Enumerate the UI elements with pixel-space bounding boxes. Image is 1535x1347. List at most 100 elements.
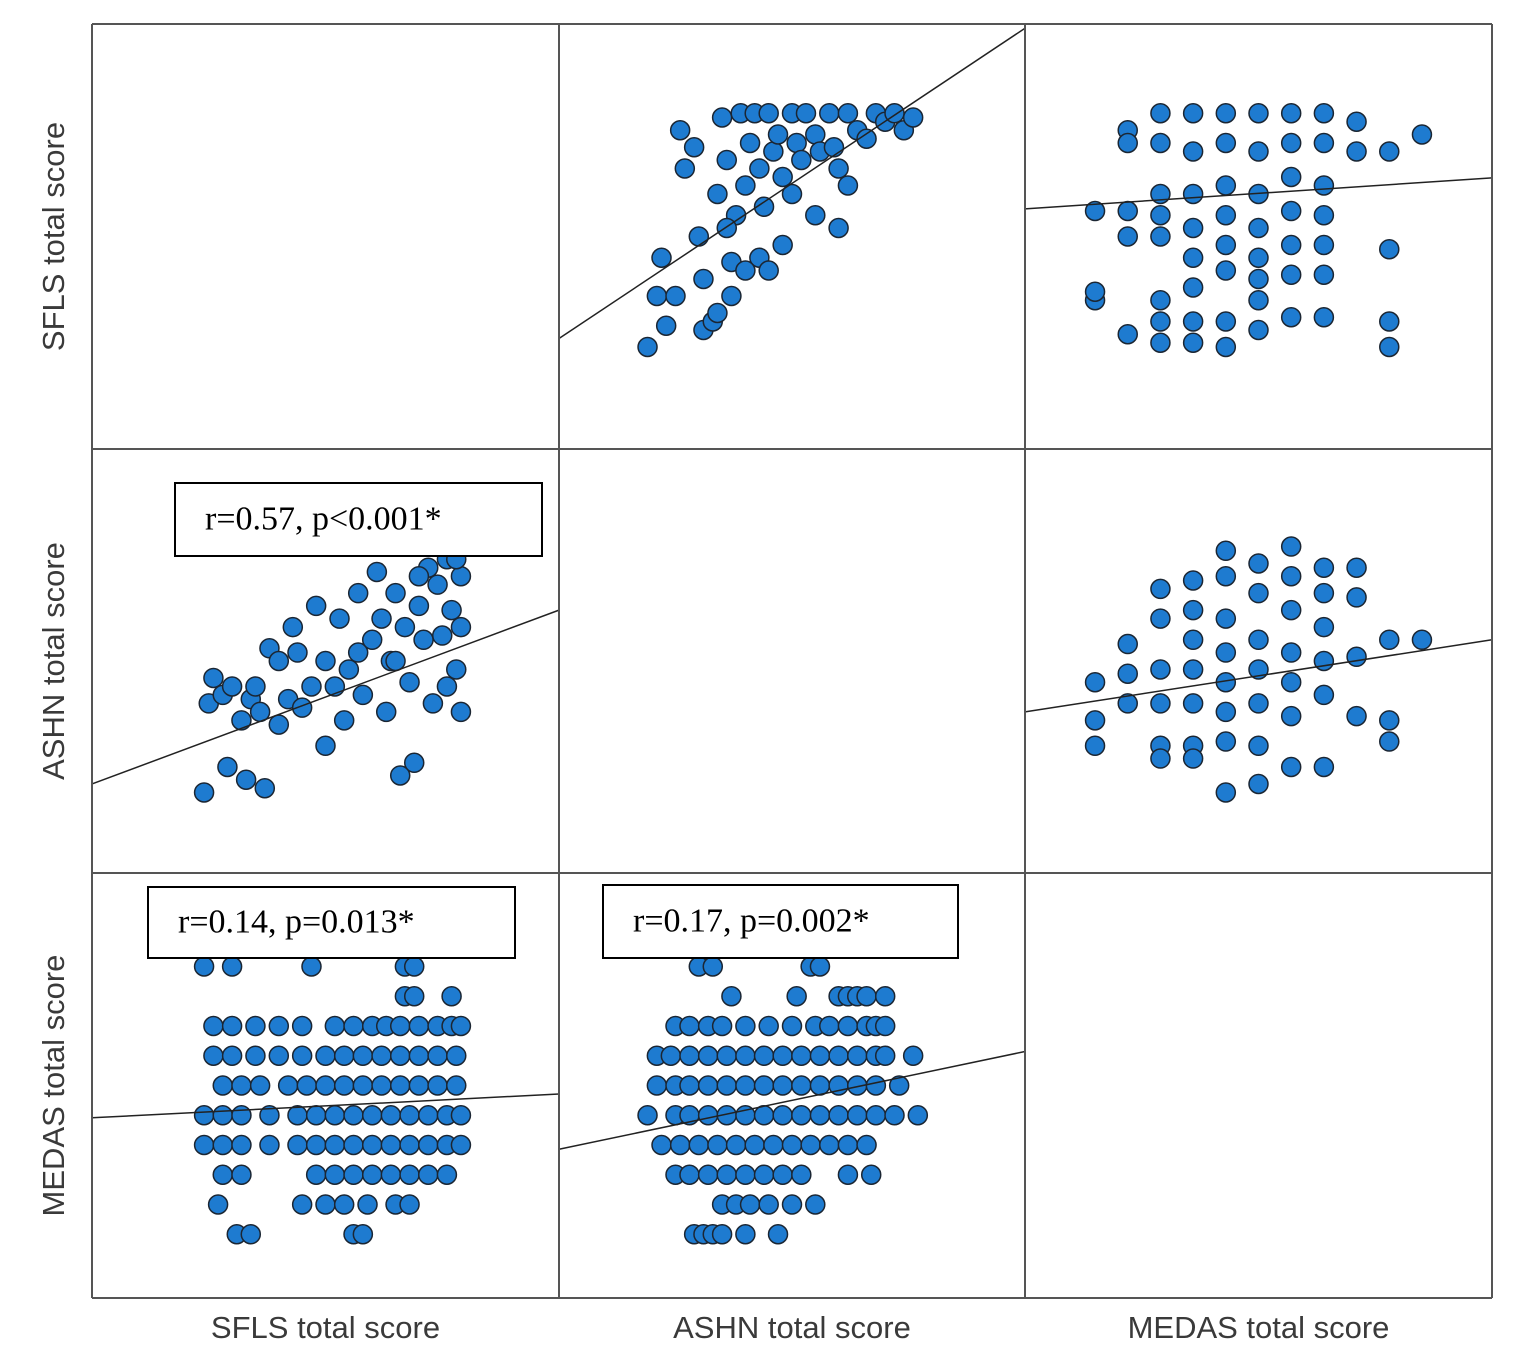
point [277,1075,299,1096]
point [688,1134,710,1156]
point [1248,268,1269,290]
point [874,1015,896,1037]
point [781,1015,803,1037]
fit-line [558,1050,1026,1150]
point [446,659,467,680]
point [791,1164,812,1185]
point [417,1105,439,1126]
point [282,616,304,638]
point [268,1045,290,1066]
point [361,1134,383,1156]
point [268,714,290,735]
point [805,1194,826,1215]
point [856,986,877,1007]
point [651,1134,672,1156]
point [408,1045,430,1066]
point [417,1134,439,1156]
point [446,1075,467,1096]
point [291,1045,313,1066]
point [1117,226,1138,247]
point [380,1134,402,1156]
point [1215,234,1237,256]
point [1117,693,1138,714]
point [758,1194,779,1215]
point [1084,281,1106,302]
point [1215,311,1237,332]
point [203,1045,224,1066]
point [221,1015,243,1037]
point [1215,565,1237,587]
point [1182,748,1204,769]
point [403,752,425,774]
point [441,599,462,621]
point [212,1075,234,1096]
point [389,1045,411,1066]
point [828,217,849,239]
point [679,1164,700,1185]
point [655,315,677,336]
point [1150,183,1171,205]
point [305,1134,327,1156]
point [231,1105,252,1126]
point [772,1105,793,1126]
point [753,1075,775,1096]
point [1280,103,1302,124]
point [1215,336,1237,358]
panel [1024,103,1493,358]
point [753,1164,775,1185]
point [268,1015,290,1037]
point [1215,608,1237,629]
point [436,676,458,697]
point [679,1045,700,1066]
point [446,1045,467,1066]
point [1182,659,1204,680]
x-axis-label: MEDAS total score [1128,1310,1390,1345]
point [1248,693,1269,714]
point [819,1015,840,1037]
point [352,1075,374,1096]
point [1379,141,1400,162]
point [403,986,425,1007]
point [1215,701,1237,723]
point [1215,540,1237,562]
point [837,1015,859,1037]
point [1346,141,1367,162]
annotation-box [147,886,516,959]
point [1280,264,1302,285]
point [403,956,425,977]
point [837,175,859,196]
point [1117,200,1138,222]
point [716,149,738,171]
point [809,956,831,977]
point [1379,336,1400,358]
point [1215,260,1237,281]
point [441,986,462,1007]
y-axis-label: ASHN total score [36,542,71,780]
point [249,1075,271,1096]
point [753,1105,775,1126]
point [753,196,775,217]
point [772,1075,793,1096]
point [324,1015,346,1037]
point [688,226,710,247]
point [432,625,453,646]
point [324,1134,346,1156]
point [301,956,322,977]
point [1346,705,1367,727]
point [767,1224,789,1245]
point [1280,705,1302,727]
y-axis-label: SFLS total score [36,122,71,351]
point [767,124,789,145]
point [1248,141,1269,162]
point [758,260,779,281]
point [679,1015,700,1037]
point [315,1194,336,1215]
panel: r=0.14, p=0.013* [91,886,560,1245]
point [305,595,327,617]
point [1346,587,1367,608]
point [1150,205,1171,226]
point [763,141,784,162]
point [791,149,812,171]
point [427,1075,448,1096]
